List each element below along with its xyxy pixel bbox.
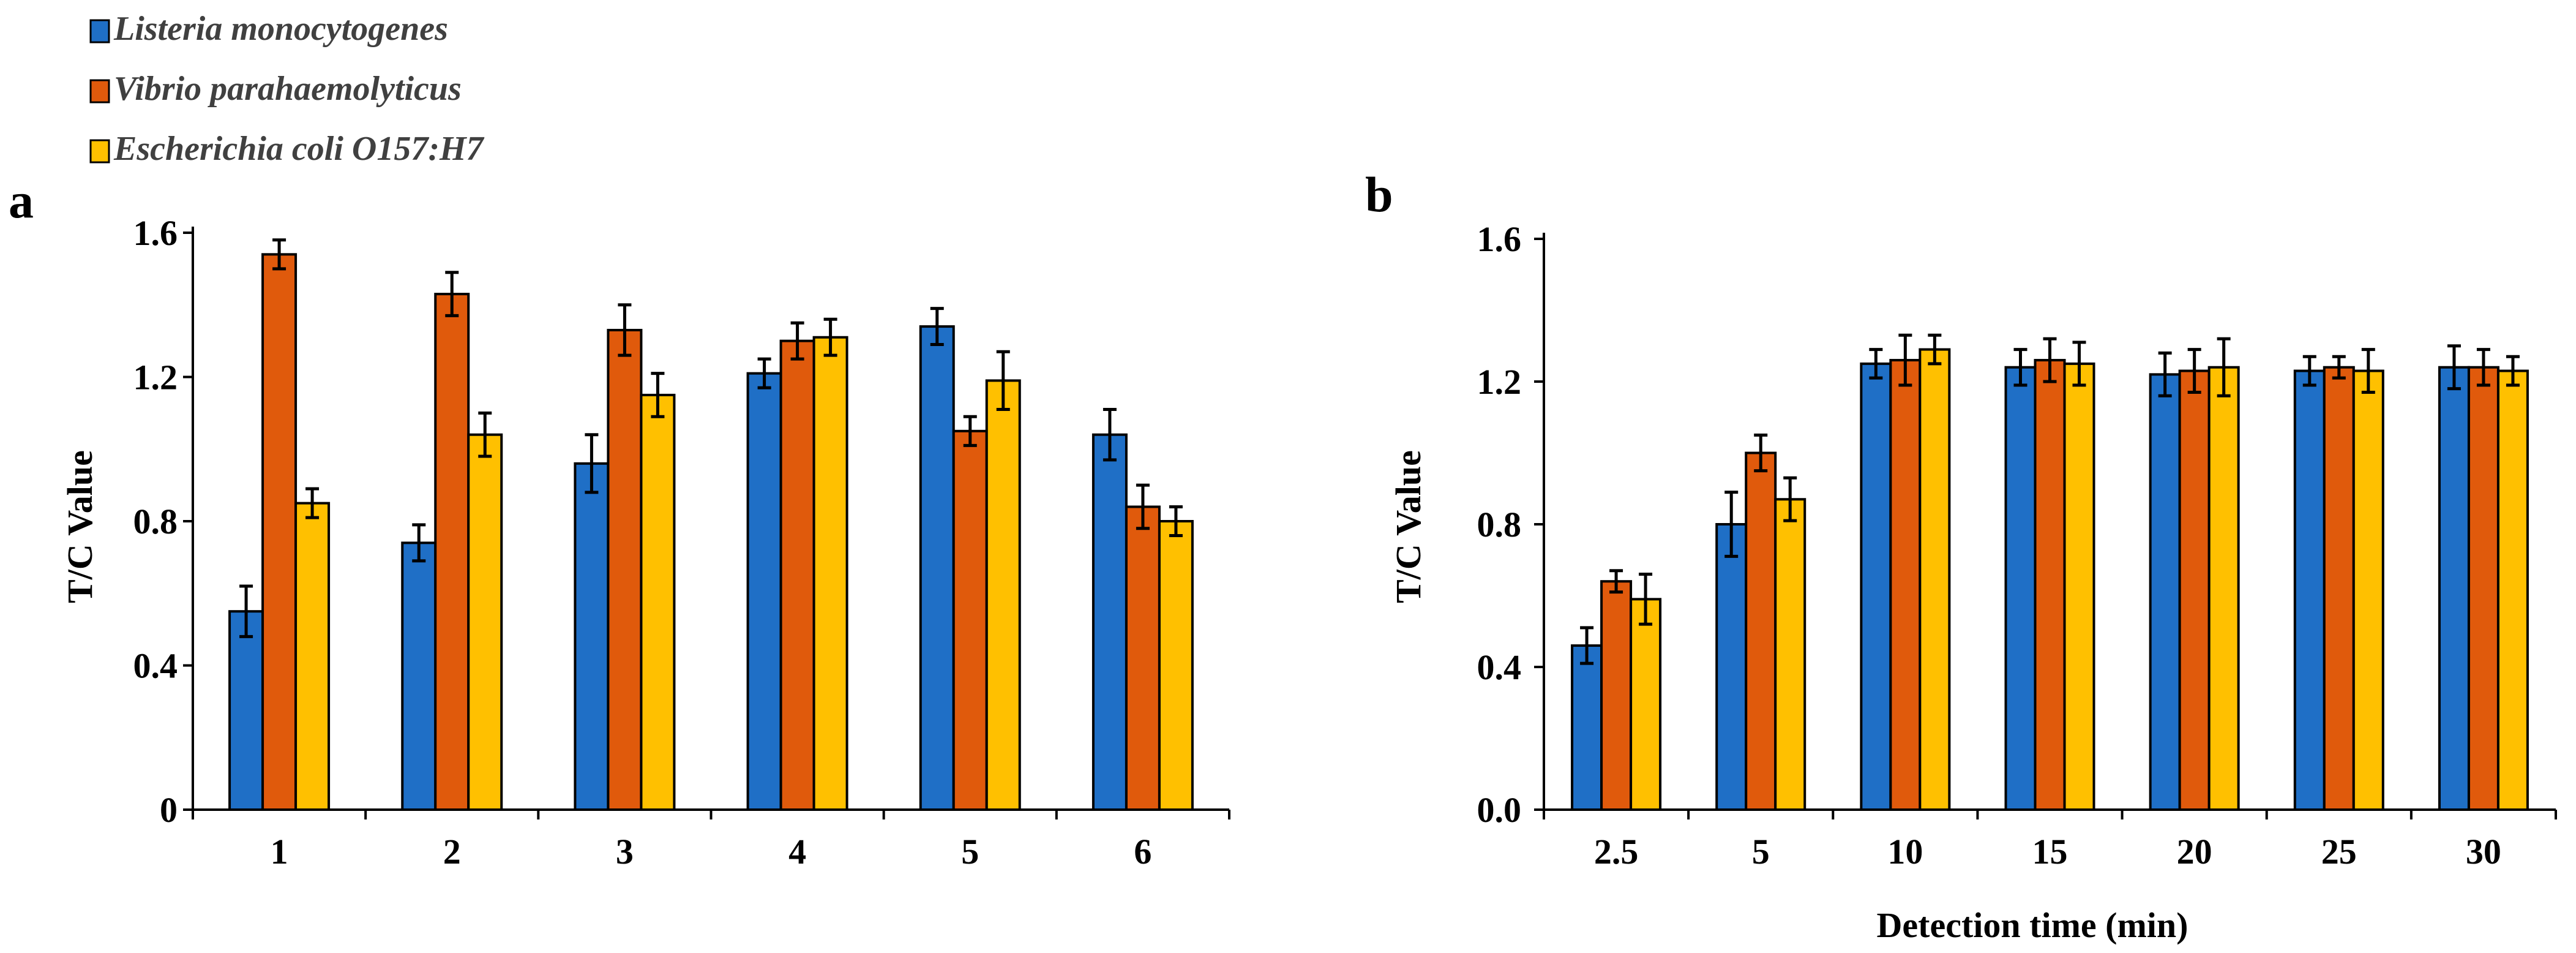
legend-swatch-3: [89, 139, 110, 164]
legend-swatch-1: [89, 19, 110, 43]
panel-a-bar-s2-c3: [607, 328, 643, 811]
panel-a-bar-s3-c1: [294, 502, 331, 811]
panel-b-x-axis-title: Detection time (min): [1877, 905, 2188, 945]
panel-a-bar-s3-c5: [985, 379, 1021, 811]
panel-b-bar-s3-c3: [1919, 348, 1951, 811]
panel-b-bar-s2-c5: [2178, 369, 2211, 811]
panel-a-bar-s1-c6: [1091, 433, 1128, 811]
panel-b-x-tick-label: 2.5: [1594, 832, 1639, 872]
panel-b-bar-s3-c6: [2352, 369, 2384, 811]
panel-b-bar-s2-c4: [2034, 359, 2066, 811]
panel-a-y-tick-label: 1.2: [133, 358, 178, 397]
panel-a-x-tick-label: 3: [616, 832, 634, 872]
panel-a-y-tick-label: 0.4: [133, 646, 178, 686]
panel-b-label: b: [1365, 167, 1393, 222]
panel-b-bar-s2-c7: [2467, 366, 2499, 811]
panel-a-x-tick-label: 2: [443, 832, 461, 872]
panel-b-bar-s1-c5: [2149, 373, 2181, 811]
panel-a-bar-s1-c3: [574, 462, 610, 811]
panel-a-bar-s1-c2: [401, 541, 437, 811]
panel-b-y-axis-title: T/C Value: [1388, 450, 1428, 603]
panel-b-y-tick-label: 0.0: [1477, 790, 1522, 830]
panel-b-y-tick-label: 1.6: [1477, 219, 1522, 259]
panel-a-y-tick-label: 1.6: [133, 213, 178, 253]
panel-a-x-tick-label: 4: [788, 832, 806, 872]
panel-b-y-tick-label: 0.8: [1477, 505, 1522, 544]
panel-a-x-tick-label: 1: [271, 832, 288, 872]
panel-a-bar-s3-c2: [467, 433, 503, 811]
panel-a-bar-s2-c1: [261, 253, 298, 811]
panel-b-bar-s3-c5: [2207, 366, 2240, 811]
panel-b-x-tick-label: 25: [2321, 832, 2357, 872]
panel-b-bar-s1-c1: [1571, 644, 1603, 812]
panel-b-bar-s3-c4: [2063, 362, 2095, 811]
panel-b-y-tick-label: 0.4: [1477, 647, 1522, 687]
panel-a-bar-s2-c6: [1125, 505, 1161, 811]
panel-b-bar-s1-c3: [1860, 362, 1892, 811]
panel-b-y-tick-label: 1.2: [1477, 362, 1522, 402]
panel-a-y-tick-label: 0: [160, 790, 178, 830]
panel-b-x-tick-label: 10: [1887, 832, 1923, 872]
chart-panel-b: b T/C Value Detection time (min) 2.5 5 10 1…: [1365, 167, 2557, 945]
panel-a-bar-s1-c1: [228, 610, 264, 811]
legend: Listeria monocytogenes Vibrio parahaemoly…: [89, 10, 485, 168]
panel-b-bar-s2-c1: [1600, 580, 1633, 811]
panel-b-bar-s1-c7: [2438, 366, 2470, 811]
panel-b-bar-s1-c6: [2293, 369, 2326, 811]
panel-a-bar-s2-c5: [952, 429, 988, 811]
panel-a-label: a: [9, 173, 34, 228]
panel-a-bar-s3-c4: [812, 336, 848, 811]
panel-b-x-tick-label: 15: [2032, 832, 2068, 872]
panel-b-bar-s1-c4: [2004, 366, 2037, 811]
legend-label-2: Vibrio parahaemolyticus: [114, 70, 462, 108]
panel-b-x-tick-label: 5: [1752, 832, 1770, 872]
panel-a-x-tick-label: 6: [1134, 832, 1151, 872]
panel-a-bar-s2-c4: [779, 339, 815, 811]
chart-panel-a: a T/C Value 1 2 3 4 5 6 0 0.4 0.8 1.2 1.6: [9, 173, 1230, 872]
panel-a-y-tick-label: 0.8: [133, 502, 178, 541]
panel-b-bar-s2-c3: [1889, 359, 1922, 811]
panel-b-bar-s3-c7: [2496, 369, 2529, 811]
panel-b-bar-s3-c1: [1630, 598, 1662, 811]
panel-a-bar-s1-c5: [919, 325, 955, 811]
legend-swatch-2: [89, 79, 110, 104]
legend-label-3: Escherichia coli O157:H7: [113, 130, 485, 168]
panel-b-bar-s2-c2: [1745, 451, 1777, 811]
legend-label-1: Listeria monocytogenes: [113, 10, 448, 48]
panel-b-bar-s2-c6: [2323, 366, 2355, 811]
panel-a-bar-s3-c3: [640, 393, 676, 811]
panel-b-x-tick-label: 20: [2177, 832, 2212, 872]
panel-a-bar-s3-c6: [1158, 520, 1194, 811]
panel-a-bar-s1-c4: [746, 372, 782, 811]
panel-a-y-axis-title: T/C Value: [60, 450, 100, 603]
panel-b-bar-s1-c2: [1715, 523, 1748, 811]
panel-b-bar-s3-c2: [1774, 498, 1807, 811]
panel-a-x-tick-label: 5: [961, 832, 979, 872]
panel-a-bar-s2-c2: [434, 293, 470, 811]
panel-b-x-tick-label: 30: [2466, 832, 2501, 872]
